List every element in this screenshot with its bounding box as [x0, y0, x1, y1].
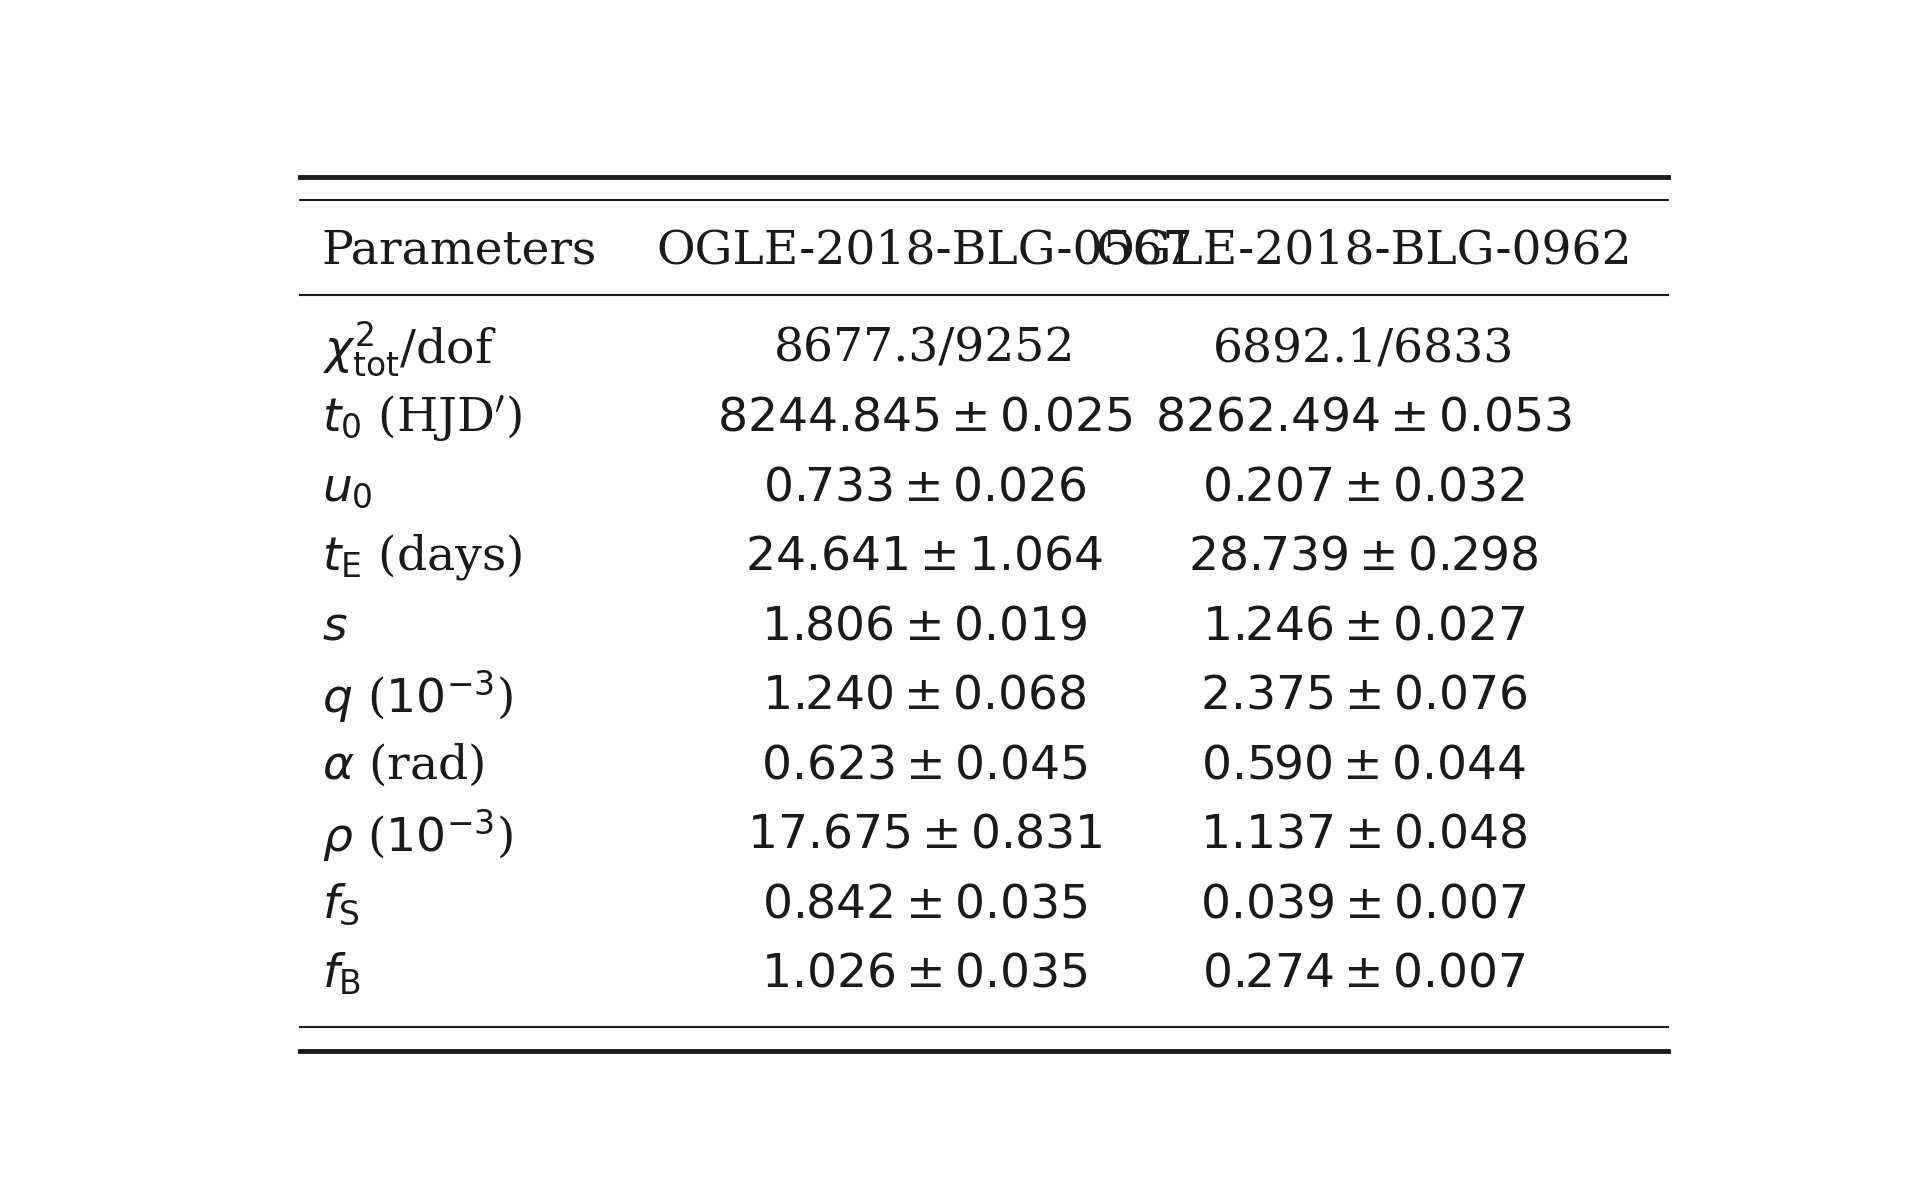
Text: $0.207 \pm 0.032$: $0.207 \pm 0.032$ [1202, 465, 1524, 510]
Text: 6892.1/6833: 6892.1/6833 [1213, 326, 1515, 371]
Text: $\alpha$ (rad): $\alpha$ (rad) [323, 743, 484, 789]
Text: $1.137 \pm 0.048$: $1.137 \pm 0.048$ [1200, 813, 1526, 857]
Text: $24.641 \pm 1.064$: $24.641 \pm 1.064$ [745, 535, 1104, 579]
Text: $1.240 \pm 0.068$: $1.240 \pm 0.068$ [762, 673, 1087, 719]
Text: OGLE-2018-BLG-0962: OGLE-2018-BLG-0962 [1094, 229, 1632, 273]
Text: 8677.3/9252: 8677.3/9252 [774, 326, 1075, 371]
Text: $0.623 \pm 0.045$: $0.623 \pm 0.045$ [760, 743, 1089, 789]
Text: $28.739 \pm 0.298$: $28.739 \pm 0.298$ [1188, 535, 1538, 579]
Text: $0.039 \pm 0.007$: $0.039 \pm 0.007$ [1200, 883, 1526, 927]
Text: $\chi^2_{\rm tot}$/dof: $\chi^2_{\rm tot}$/dof [323, 319, 495, 378]
Text: $1.026 \pm 0.035$: $1.026 \pm 0.035$ [760, 951, 1089, 997]
Text: $0.274 \pm 0.007$: $0.274 \pm 0.007$ [1202, 951, 1524, 997]
Text: $2.375 \pm 0.076$: $2.375 \pm 0.076$ [1200, 673, 1526, 719]
Text: Parameters: Parameters [323, 229, 597, 273]
Text: $s$: $s$ [323, 604, 348, 649]
Text: $0.842 \pm 0.035$: $0.842 \pm 0.035$ [762, 883, 1087, 927]
Text: $u_0$: $u_0$ [323, 465, 372, 510]
Text: $0.590 \pm 0.044$: $0.590 \pm 0.044$ [1200, 743, 1526, 789]
Text: $f_{\rm S}$: $f_{\rm S}$ [323, 881, 359, 927]
Text: $f_{\rm B}$: $f_{\rm B}$ [323, 951, 361, 997]
Text: $8262.494\pm 0.053$: $8262.494\pm 0.053$ [1156, 395, 1572, 441]
Text: $1.806 \pm 0.019$: $1.806 \pm 0.019$ [762, 604, 1087, 649]
Text: $q$ ($10^{-3}$): $q$ ($10^{-3}$) [323, 667, 513, 725]
Text: $t_{\rm E}$ (days): $t_{\rm E}$ (days) [323, 532, 522, 582]
Text: $t_0$ (HJD$^{\prime}$): $t_0$ (HJD$^{\prime}$) [323, 393, 522, 443]
Text: $1.246 \pm 0.027$: $1.246 \pm 0.027$ [1202, 604, 1524, 649]
Text: $\rho$ ($10^{-3}$): $\rho$ ($10^{-3}$) [323, 807, 513, 863]
Text: $0.733 \pm 0.026$: $0.733 \pm 0.026$ [762, 465, 1087, 510]
Text: $17.675 \pm 0.831$: $17.675 \pm 0.831$ [747, 813, 1102, 857]
Text: OGLE-2018-BLG-0567: OGLE-2018-BLG-0567 [657, 229, 1192, 273]
Text: $8244.845\pm 0.025$: $8244.845\pm 0.025$ [716, 395, 1133, 441]
